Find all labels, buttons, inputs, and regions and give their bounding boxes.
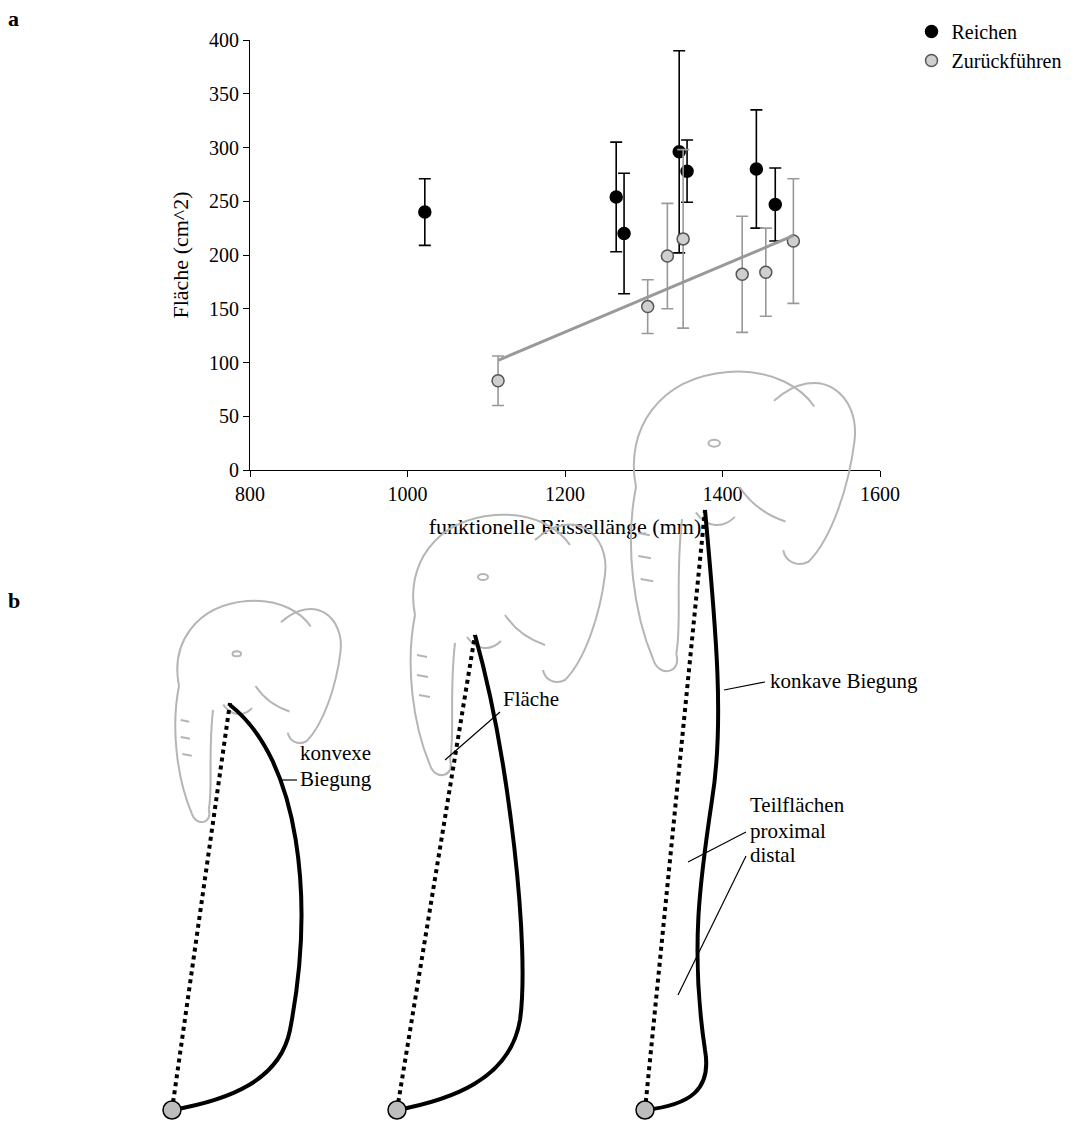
svg-text:1600: 1600 — [860, 483, 900, 505]
svg-text:200: 200 — [209, 244, 239, 266]
svg-text:100: 100 — [209, 352, 239, 374]
svg-text:konvexe: konvexe — [300, 741, 371, 765]
svg-text:300: 300 — [209, 137, 239, 159]
svg-text:proximal: proximal — [750, 819, 826, 843]
svg-text:Fläche: Fläche — [503, 687, 559, 711]
svg-text:1200: 1200 — [545, 483, 585, 505]
svg-text:800: 800 — [235, 483, 265, 505]
svg-text:distal: distal — [750, 843, 796, 867]
svg-text:1400: 1400 — [703, 483, 743, 505]
svg-text:Biegung: Biegung — [300, 767, 372, 791]
svg-text:50: 50 — [219, 405, 239, 427]
svg-text:Teilflächen: Teilflächen — [750, 793, 845, 817]
html-text:b: b — [8, 588, 21, 613]
svg-text:0: 0 — [229, 459, 239, 481]
svg-text:250: 250 — [209, 190, 239, 212]
svg-text:Reichen: Reichen — [952, 21, 1018, 43]
svg-text:350: 350 — [209, 83, 239, 105]
svg-text:Zurückführen: Zurückführen — [952, 50, 1062, 72]
svg-text:Fläche (cm^2): Fläche (cm^2) — [168, 191, 193, 318]
svg-text:funktionelle Rüssellänge (mm): funktionelle Rüssellänge (mm) — [429, 514, 702, 539]
svg-text:1000: 1000 — [388, 483, 428, 505]
svg-text:konkave Biegung: konkave Biegung — [770, 669, 918, 693]
svg-text:400: 400 — [209, 29, 239, 51]
svg-text:150: 150 — [209, 298, 239, 320]
html-text:a: a — [8, 6, 19, 31]
